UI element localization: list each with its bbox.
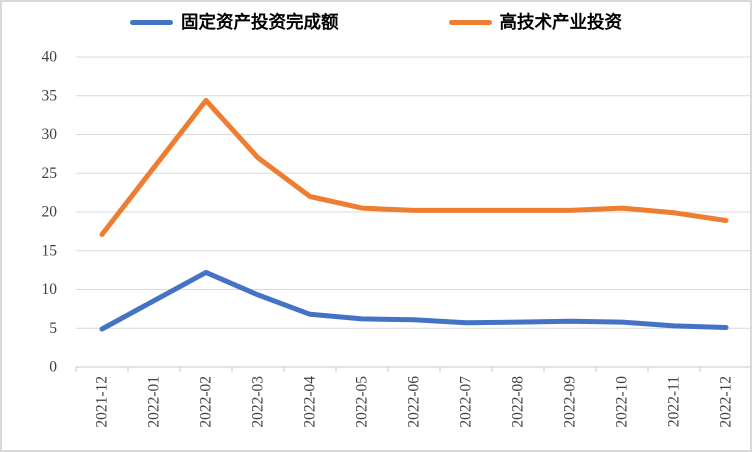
x-tick-label: 2022-10 — [614, 376, 631, 428]
y-tick-label: 5 — [49, 320, 57, 337]
y-tick-label: 30 — [42, 126, 58, 143]
x-tick-label: 2022-03 — [250, 376, 267, 428]
x-tick-label: 2022-02 — [198, 376, 215, 428]
x-tick-label: 2021-12 — [94, 376, 111, 428]
y-tick-label: 25 — [42, 165, 58, 182]
legend-line-marker-fixed-asset-investment — [130, 20, 173, 26]
x-tick-label: 2022-06 — [406, 376, 423, 428]
y-tick-label: 20 — [42, 204, 58, 221]
series-line-1 — [99, 97, 729, 237]
legend-label-fixed-asset-investment: 固定资产投资完成额 — [181, 12, 339, 32]
x-tick-label: 2022-05 — [354, 376, 371, 428]
legend-item-fixed-asset-investment: 固定资产投资完成额 — [130, 12, 339, 32]
legend: 固定资产投资完成额 高技术产业投资 — [2, 12, 750, 32]
y-tick-label: 0 — [49, 359, 57, 376]
y-tick-label: 35 — [42, 87, 58, 104]
y-tick-label: 15 — [42, 242, 58, 259]
x-tick-label: 2022-12 — [718, 376, 735, 428]
y-tick-label: 10 — [42, 281, 58, 298]
y-tick-label: 40 — [42, 49, 58, 66]
x-tick-label: 2022-07 — [458, 376, 475, 428]
x-tick-label: 2022-04 — [302, 376, 319, 428]
x-tick-label: 2022-08 — [510, 376, 527, 428]
legend-line-marker-hightech-industry-investment — [448, 20, 492, 26]
legend-label-hightech-industry-investment: 高技术产业投资 — [499, 12, 623, 32]
series-line-0 — [99, 269, 729, 332]
x-tick-label: 2022-09 — [562, 376, 579, 428]
x-tick-label: 2022-11 — [666, 376, 683, 427]
legend-item-hightech-industry-investment: 高技术产业投资 — [448, 12, 623, 32]
x-tick-label: 2022-01 — [146, 376, 163, 428]
